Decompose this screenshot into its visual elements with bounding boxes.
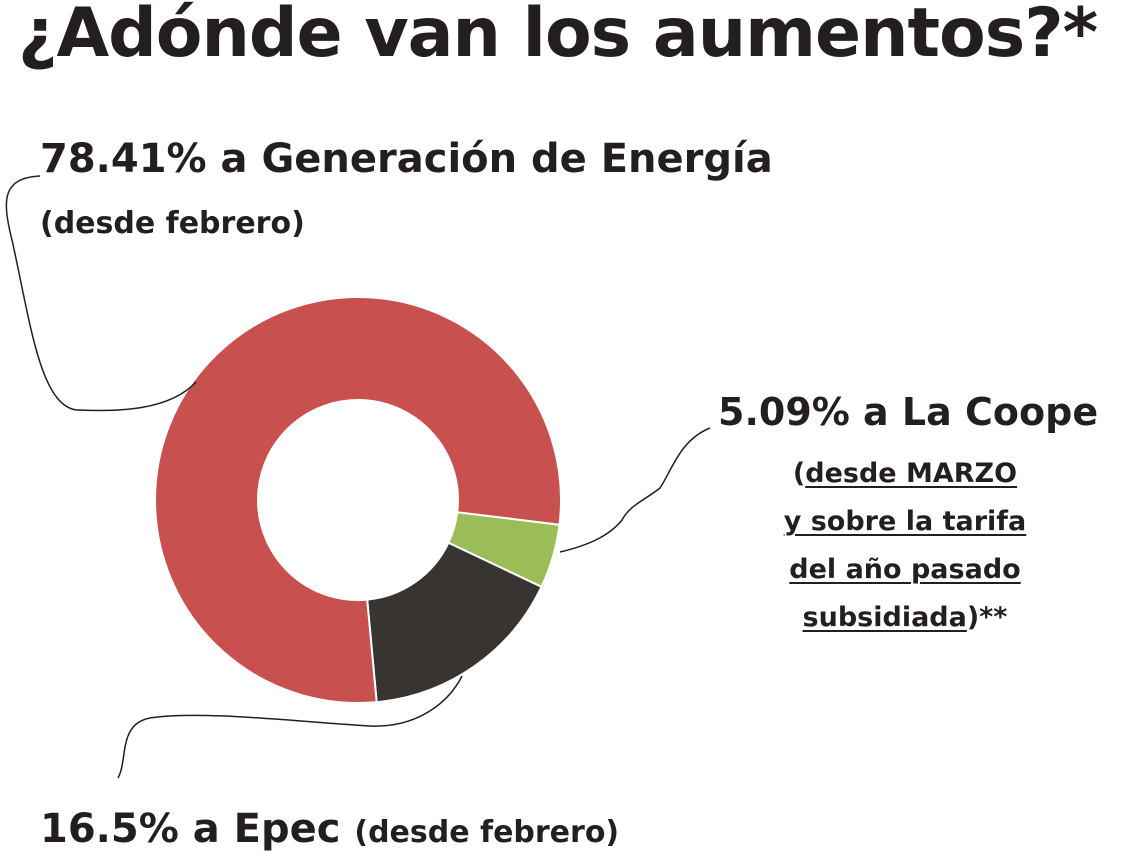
coope-leader-line	[559, 427, 711, 553]
chart-title: ¿Adónde van los aumentos?*	[18, 0, 1098, 73]
slice-generacion	[154, 296, 562, 704]
generacion-sublabel: (desde febrero)	[40, 206, 305, 241]
coope-note-line1: desde MARZO	[805, 458, 1018, 489]
epec-leader-line	[117, 675, 463, 779]
donut-slices	[154, 296, 562, 704]
epec-label-sub: (desde febrero)	[354, 815, 620, 850]
coope-note-line4: subsidiada	[802, 602, 967, 633]
generacion-label: 78.41% a Generación de Energía	[40, 136, 773, 182]
epec-label: 16.5% a Epec (desde febrero)	[40, 806, 619, 852]
coope-label: 5.09% a La Coope	[718, 390, 1099, 434]
slice-epec	[366, 541, 543, 704]
generacion-leader-line	[5, 175, 197, 412]
coope-note-line2: y sobre la tarifa	[783, 506, 1027, 537]
coope-note-close: )**	[966, 602, 1008, 633]
coope-note: (desde MARZO y sobre la tarifa del año p…	[740, 450, 1070, 642]
epec-label-main: 16.5% a Epec	[40, 806, 341, 852]
coope-note-line3: del año pasado	[789, 554, 1021, 585]
coope-note-open: (	[792, 458, 806, 489]
